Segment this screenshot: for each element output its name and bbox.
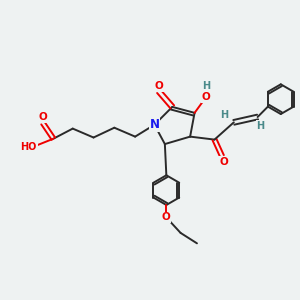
Text: H: H [220,110,228,120]
Text: HO: HO [20,142,37,152]
Text: O: O [219,157,228,167]
Text: O: O [162,212,171,223]
Text: H: H [202,80,211,91]
Text: O: O [154,81,163,91]
Text: H: H [256,121,265,131]
Text: O: O [202,92,210,102]
Text: O: O [39,112,47,122]
Text: N: N [149,118,160,131]
